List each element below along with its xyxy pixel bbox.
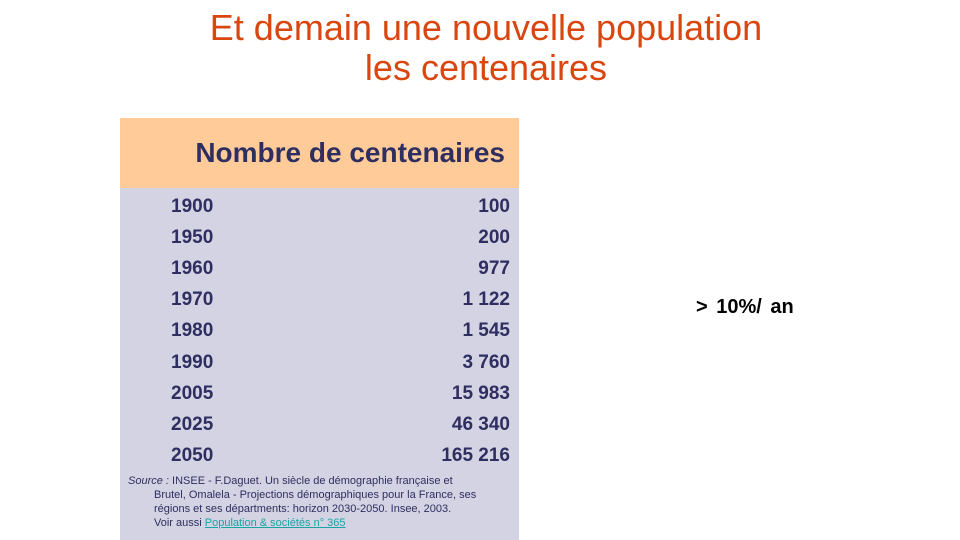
source-line-2: Brutel, Omalela - Projections démographi… (154, 489, 477, 501)
source-text-1: INSEE - F.Daguet. Un siècle de démograph… (168, 475, 453, 487)
see-also-prefix: Voir aussi (154, 517, 205, 529)
table-row: 1900 100 (120, 191, 519, 222)
table-row: 1990 3 760 (120, 347, 519, 378)
table-header: Nombre de centenaires (120, 118, 519, 188)
row-year: 2025 (171, 413, 214, 435)
row-year: 1990 (171, 351, 214, 373)
source-line-1: Source : INSEE - F.Daguet. Un siècle de … (128, 474, 513, 488)
row-year: 1980 (171, 320, 214, 342)
source-lead: Source : (128, 475, 169, 487)
table-row: 1970 1 122 (120, 285, 519, 316)
table-row: 2005 15 983 (120, 378, 519, 409)
growth-note: > 10%/ an (696, 296, 794, 318)
row-year: 1970 (171, 289, 214, 311)
row-count: 165 216 (441, 445, 510, 467)
slide-title: Et demain une nouvelle population les ce… (0, 8, 960, 88)
row-count: 3 760 (462, 351, 510, 373)
source-line-4: Voir aussi Population & sociétés n° 365 (128, 516, 513, 530)
row-year: 1950 (171, 226, 214, 248)
table-row: 1960 977 (120, 253, 519, 284)
row-count: 977 (478, 257, 510, 279)
table-row: 1980 1 545 (120, 316, 519, 347)
row-year: 2005 (171, 382, 214, 404)
population-societes-link[interactable]: Population & sociétés n° 365 (204, 517, 346, 529)
row-count: 15 983 (451, 382, 510, 404)
source-citation: Source : INSEE - F.Daguet. Un siècle de … (128, 474, 513, 530)
row-count: 100 (478, 195, 510, 217)
slide-title-line-2: les centenaires (364, 47, 608, 88)
table-rows: 1900 100 1950 200 1960 977 1970 1 122 19… (120, 191, 519, 472)
table-row: 2050 165 216 (120, 441, 519, 472)
source-line-3: régions et ses départments: horizon 2030… (154, 503, 452, 515)
table-row: 2025 46 340 (120, 409, 519, 440)
row-year: 1960 (171, 257, 214, 279)
row-year: 2050 (171, 445, 214, 467)
row-year: 1900 (171, 195, 214, 217)
table-row: 1950 200 (120, 222, 519, 253)
row-count: 1 545 (462, 320, 510, 342)
row-count: 1 122 (462, 289, 510, 311)
row-count: 46 340 (451, 413, 510, 435)
row-count: 200 (478, 226, 510, 248)
centenarians-table: Nombre de centenaires 1900 100 1950 200 … (120, 118, 519, 540)
slide-title-line-1: Et demain une nouvelle population (209, 7, 763, 48)
